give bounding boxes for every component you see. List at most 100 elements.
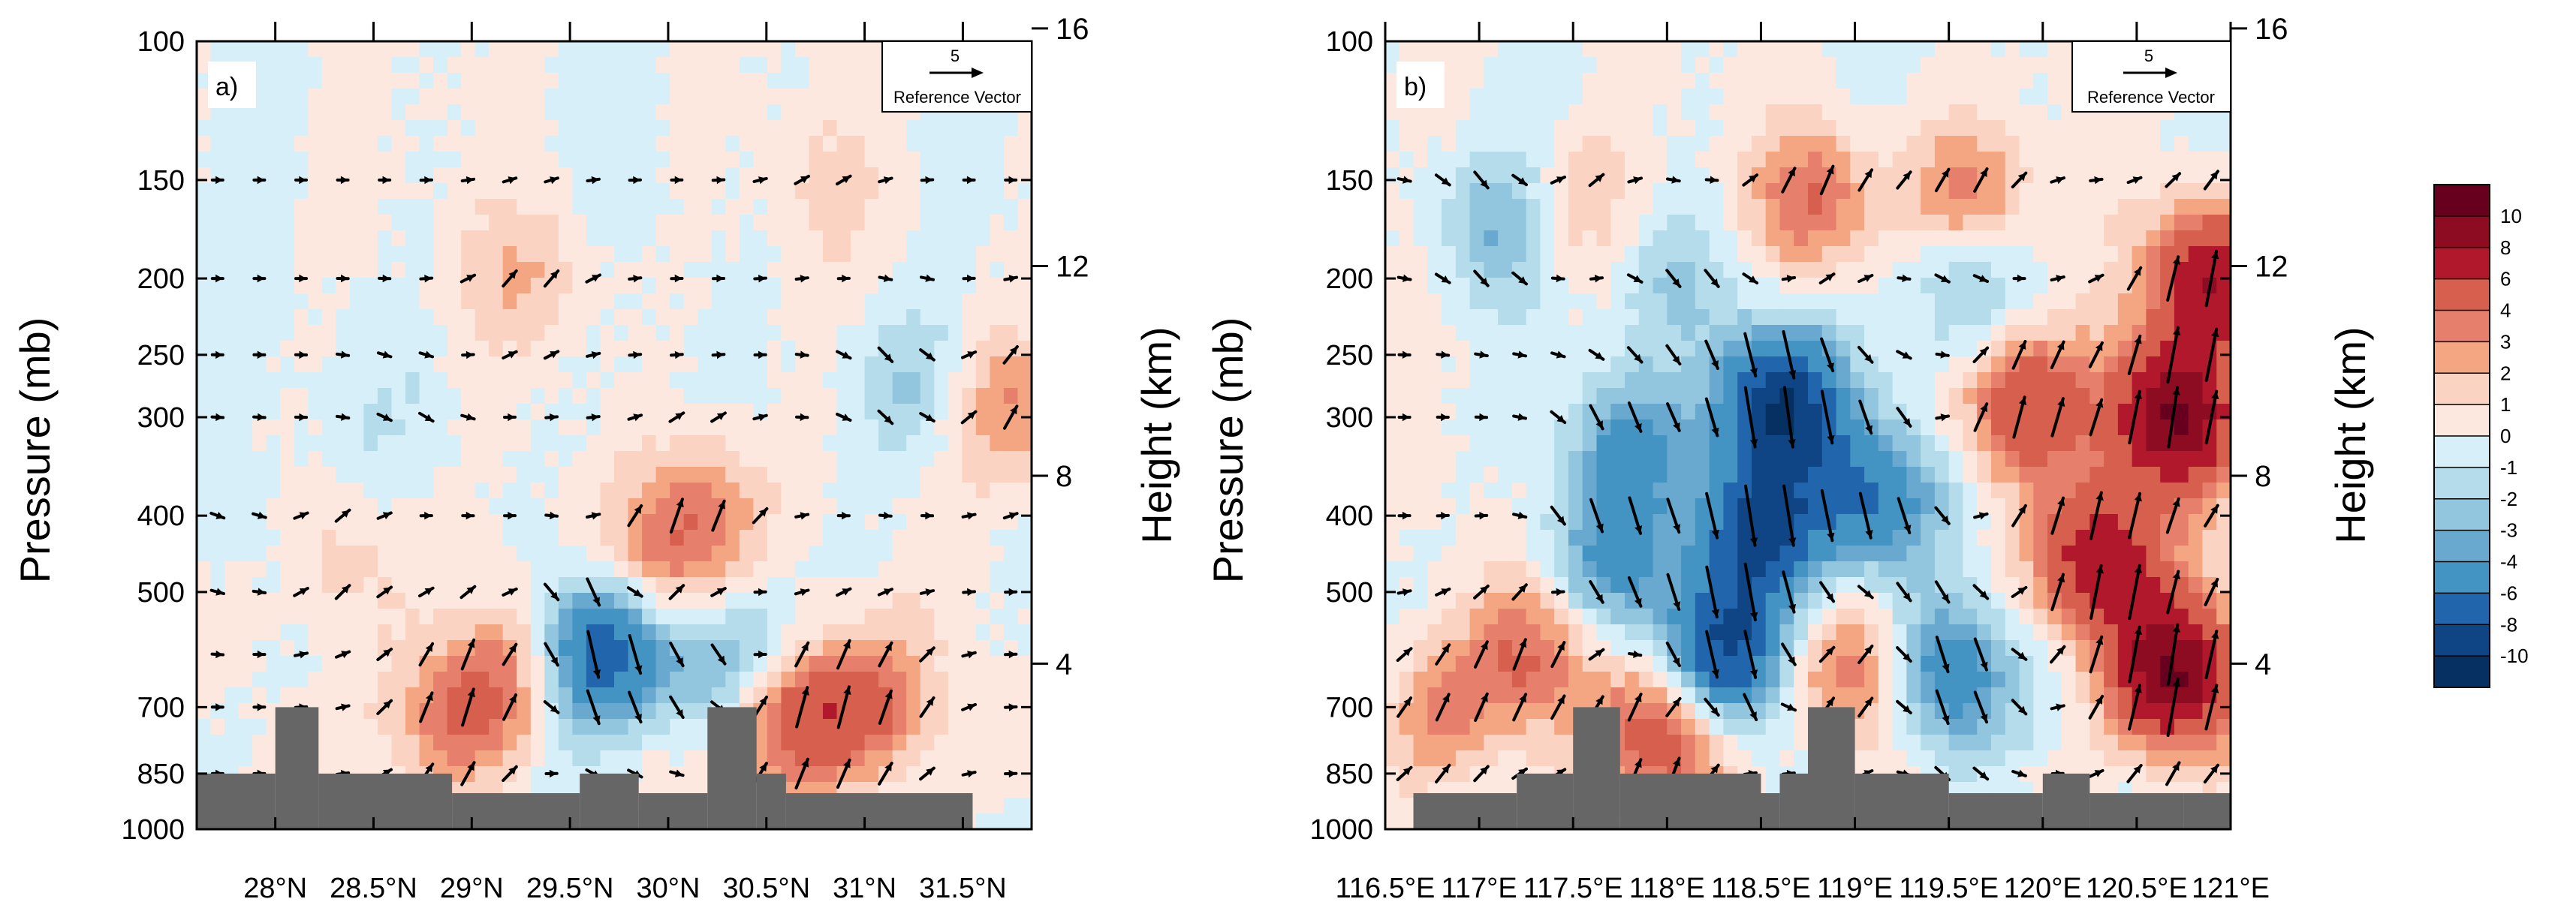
field-cell	[1610, 215, 1625, 231]
field-cell	[878, 278, 893, 294]
field-cell	[475, 750, 490, 767]
field-cell	[2033, 293, 2048, 310]
field-cell	[767, 183, 782, 200]
field-cell	[2005, 246, 2020, 263]
field-cell	[2047, 293, 2062, 310]
field-cell	[1540, 199, 1555, 215]
field-cell	[1977, 73, 1992, 89]
wind-vector-head	[800, 176, 809, 184]
field-cell	[725, 546, 740, 562]
field-cell	[363, 640, 378, 657]
field-cell	[1990, 325, 2006, 341]
field-cell	[544, 735, 559, 751]
field-cell	[321, 278, 337, 294]
field-cell	[1653, 419, 1668, 436]
field-cell	[502, 498, 518, 515]
field-cell	[1385, 89, 1400, 105]
field-cell	[1892, 309, 1908, 326]
field-cell	[2089, 136, 2104, 152]
field-cell	[1653, 388, 1668, 404]
field-cell	[1906, 57, 1921, 74]
reference-vector-magnitude: 5	[951, 47, 960, 65]
field-cell	[489, 593, 504, 609]
field-cell	[1948, 215, 1964, 231]
field-cell	[1653, 183, 1668, 200]
field-cell	[433, 404, 448, 420]
wind-vector-head	[299, 274, 306, 283]
field-cell	[892, 467, 907, 483]
field-cell	[781, 514, 796, 531]
field-cell	[962, 656, 977, 672]
field-cell	[753, 325, 768, 341]
field-cell	[670, 57, 685, 74]
field-cell	[683, 735, 698, 751]
field-cell	[739, 672, 755, 688]
field-cell	[1427, 278, 1442, 294]
wind-vector-head	[550, 511, 557, 520]
field-cell	[614, 419, 629, 436]
field-cell	[2117, 262, 2133, 278]
field-cell	[655, 120, 670, 137]
field-cell	[642, 230, 657, 247]
field-cell	[1625, 293, 1640, 310]
field-cell	[1990, 41, 2006, 58]
field-cell	[920, 672, 935, 688]
field-cell	[753, 73, 768, 89]
field-cell	[2160, 262, 2175, 278]
field-cell	[321, 356, 337, 373]
field-cell	[475, 719, 490, 735]
wind-vector-head	[592, 669, 601, 678]
field-cell	[489, 167, 504, 184]
field-cell	[544, 498, 559, 515]
wind-vector-head	[591, 512, 600, 520]
field-cell	[962, 577, 977, 594]
field-cell	[391, 435, 406, 452]
field-cell	[781, 483, 796, 499]
field-cell	[1695, 215, 1710, 231]
field-cell	[1596, 73, 1612, 89]
wind-vector-head	[926, 352, 934, 360]
field-cell	[655, 372, 670, 389]
field-cell	[655, 341, 670, 357]
field-cell	[1667, 73, 1682, 89]
field-cell	[1484, 356, 1499, 373]
field-cell	[1003, 246, 1019, 263]
field-cell	[614, 609, 629, 625]
field-cell	[906, 719, 921, 735]
field-cell	[809, 735, 824, 751]
field-cell	[975, 577, 991, 594]
field-cell	[892, 498, 907, 515]
wind-vector-head	[842, 588, 851, 596]
field-cell	[1469, 152, 1485, 168]
field-cell	[1540, 120, 1555, 137]
field-cell	[2075, 136, 2091, 152]
field-cell	[1554, 372, 1569, 389]
field-cell	[363, 89, 378, 105]
field-cell	[1540, 262, 1555, 278]
x-tick-label: 31.5°N	[919, 873, 1007, 904]
wind-vector-head	[883, 511, 891, 520]
field-cell	[517, 230, 532, 247]
field-cell	[739, 435, 755, 452]
field-cell	[1906, 41, 1921, 58]
field-cell	[1765, 278, 1781, 294]
field-cell	[1667, 199, 1682, 215]
field-cell	[572, 624, 587, 641]
field-cell	[405, 498, 420, 515]
field-cell	[280, 372, 295, 389]
field-cell	[948, 325, 963, 341]
field-cell	[697, 199, 713, 215]
wind-vector-head	[592, 275, 600, 282]
field-cell	[252, 246, 267, 263]
field-cell	[489, 199, 504, 215]
field-cell	[809, 672, 824, 688]
field-cell	[502, 104, 518, 121]
field-cell	[683, 750, 698, 767]
field-cell	[1821, 372, 1837, 389]
field-cell	[238, 593, 253, 609]
field-cell	[655, 498, 670, 515]
field-cell	[363, 136, 378, 152]
field-cell	[1582, 435, 1598, 452]
field-cell	[294, 687, 309, 704]
field-cell	[1779, 262, 1795, 278]
